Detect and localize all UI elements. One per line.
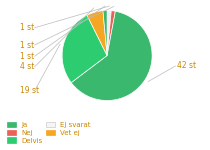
- Wedge shape: [107, 11, 115, 56]
- Text: 1 st: 1 st: [20, 52, 34, 61]
- Text: 42 st: 42 st: [177, 61, 197, 70]
- Wedge shape: [103, 11, 107, 56]
- Wedge shape: [62, 15, 107, 83]
- Wedge shape: [87, 11, 107, 56]
- Text: 1 st: 1 st: [20, 40, 34, 50]
- Text: 1 st: 1 st: [20, 23, 34, 32]
- Text: 19 st: 19 st: [20, 86, 39, 95]
- Text: 4 st: 4 st: [20, 62, 34, 71]
- Wedge shape: [71, 11, 152, 101]
- Wedge shape: [107, 11, 111, 56]
- Legend: Ja, Nej, Delvis, Ej svarat, Vet ej: Ja, Nej, Delvis, Ej svarat, Vet ej: [6, 120, 92, 145]
